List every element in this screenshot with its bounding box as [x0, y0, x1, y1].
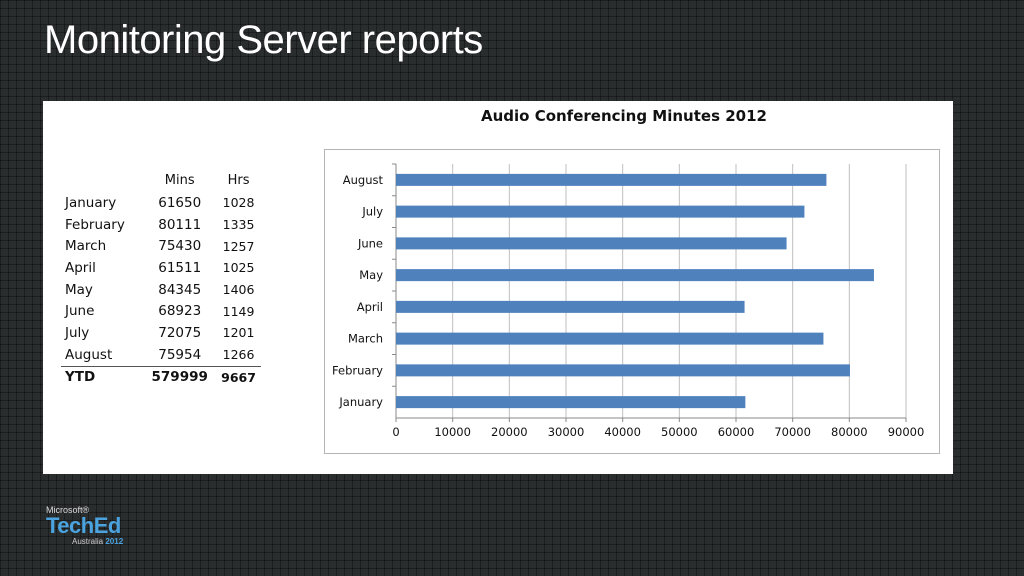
table-header-label: [61, 171, 143, 192]
row-label: June: [65, 303, 95, 320]
row-mins: 80111: [158, 216, 202, 233]
bar-chart: 0 10000 20000 30000 40000 50000 60000 70000 8000…: [332, 163, 925, 439]
x-tick-label: 70000: [774, 425, 811, 439]
y-tick-label: June: [357, 236, 383, 250]
table-header-hrs: Hrs: [227, 172, 250, 188]
total-label: YTD: [61, 365, 144, 389]
row-hrs: 1028: [222, 195, 255, 211]
table-row: May 84345 1406: [61, 279, 261, 301]
table-row: March 75430 1257: [61, 235, 261, 257]
row-mins: 75430: [158, 238, 202, 255]
table-row: January 61650 1028: [61, 192, 261, 214]
table-header-mins: Mins: [164, 172, 195, 188]
row-mins: 84345: [158, 281, 202, 298]
logo-name: TechEd: [46, 513, 121, 538]
row-mins: 68923: [158, 303, 202, 320]
y-tick-label: February: [332, 363, 383, 377]
bar-april: [396, 300, 745, 313]
total-hrs: 9667: [216, 365, 261, 389]
row-mins: 61511: [158, 259, 202, 276]
x-tick-label: 20000: [491, 425, 528, 439]
y-tick-label: May: [359, 268, 383, 282]
row-label: January: [65, 194, 117, 211]
x-tick-label: 30000: [548, 425, 585, 439]
y-tick-label: August: [343, 173, 384, 187]
y-tick-label: April: [357, 300, 383, 314]
row-label: February: [65, 216, 125, 233]
teched-logo: Microsoft® TechEd Australia 2012: [46, 505, 123, 546]
row-hrs: 1335: [222, 217, 255, 233]
logo-year: 2012: [105, 537, 124, 546]
row-hrs: 1025: [222, 260, 255, 276]
table-row: July 72075 1201: [61, 322, 261, 344]
logo-company: Microsoft®: [46, 505, 90, 515]
table-total-row: YTD 579999 9667: [61, 365, 261, 389]
table-row: April 61511 1025: [61, 257, 261, 279]
logo-subline: Australia 2012: [46, 537, 123, 546]
chart-plot-area: 0 10000 20000 30000 40000 50000 60000 70000 8000…: [324, 149, 940, 454]
x-tick-label: 60000: [718, 425, 755, 439]
row-label: August: [65, 346, 113, 363]
bar-january: [396, 396, 746, 409]
x-tick-label: 90000: [888, 425, 925, 439]
row-hrs: 1149: [222, 303, 255, 319]
row-label: May: [65, 281, 93, 298]
minutes-table: Mins Hrs January 61650 1028 February 80111 13…: [61, 171, 261, 389]
bar-march: [396, 332, 824, 345]
table-row: August 75954 1266: [61, 344, 261, 366]
x-tick-label: 40000: [604, 425, 641, 439]
row-label: July: [65, 324, 90, 341]
x-tick-label: 0: [392, 425, 399, 439]
x-tick-label: 80000: [831, 425, 868, 439]
bar-july: [396, 205, 805, 218]
row-label: March: [65, 238, 107, 255]
bar-august: [396, 173, 827, 186]
y-tick-label: January: [338, 395, 383, 409]
chart-title: Audio Conferencing Minutes 2012: [481, 107, 767, 125]
total-mins: 579999: [143, 365, 217, 389]
bar-june: [396, 237, 787, 250]
row-mins: 75954: [158, 346, 202, 363]
row-hrs: 1406: [222, 282, 255, 298]
row-mins: 61650: [158, 194, 202, 211]
table-header-row: Mins Hrs: [61, 171, 261, 192]
y-tick-label: July: [361, 205, 383, 219]
table-row: February 80111 1335: [61, 214, 261, 236]
row-hrs: 1266: [222, 347, 255, 363]
x-tick-label: 50000: [661, 425, 698, 439]
row-label: April: [65, 259, 96, 276]
bar-may: [396, 269, 874, 282]
row-mins: 72075: [158, 324, 202, 341]
table-row: June 68923 1149: [61, 300, 261, 322]
slide-title: Monitoring Server reports: [44, 18, 483, 62]
report-panel: Mins Hrs January 61650 1028 February 80111 13…: [43, 101, 953, 474]
row-hrs: 1257: [222, 238, 255, 254]
row-hrs: 1201: [222, 325, 255, 341]
bar-february: [396, 364, 850, 377]
y-tick-label: March: [348, 332, 383, 346]
x-tick-label: 10000: [434, 425, 471, 439]
logo-region: Australia: [72, 537, 104, 546]
